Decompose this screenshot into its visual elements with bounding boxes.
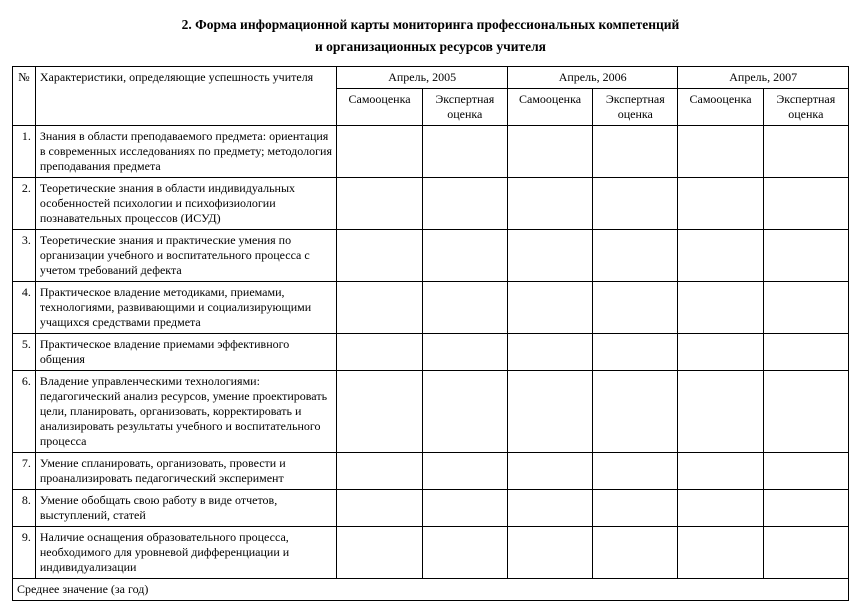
cell-self bbox=[678, 453, 763, 490]
cell-self bbox=[678, 490, 763, 527]
col-header-self-3: Самооценка bbox=[678, 89, 763, 126]
cell-expert bbox=[763, 490, 848, 527]
cell-expert bbox=[422, 126, 507, 178]
cell-expert bbox=[593, 230, 678, 282]
row-number: 3. bbox=[13, 230, 36, 282]
cell-expert bbox=[593, 334, 678, 371]
cell-self bbox=[678, 126, 763, 178]
col-header-expert-2: Экспертная оценка bbox=[593, 89, 678, 126]
cell-expert bbox=[593, 490, 678, 527]
col-header-expert-3: Экспертная оценка bbox=[763, 89, 848, 126]
row-number: 4. bbox=[13, 282, 36, 334]
cell-self bbox=[678, 371, 763, 453]
table-row: 5.Практическое владение приемами эффекти… bbox=[13, 334, 849, 371]
doc-title-line1: 2. Форма информационной карты мониторинг… bbox=[12, 16, 849, 34]
col-header-period-2: Апрель, 2006 bbox=[507, 67, 678, 89]
table-row: 9. Наличие оснащения образовательного пр… bbox=[13, 527, 849, 579]
cell-expert bbox=[593, 282, 678, 334]
cell-self bbox=[507, 230, 592, 282]
row-characteristic: Знания в области преподаваемого предмета… bbox=[35, 126, 337, 178]
cell-expert bbox=[593, 453, 678, 490]
row-number: 1. bbox=[13, 126, 36, 178]
row-characteristic: Умение обобщать свою работу в виде отчет… bbox=[35, 490, 337, 527]
cell-self bbox=[337, 178, 422, 230]
table-row: 1.Знания в области преподаваемого предме… bbox=[13, 126, 849, 178]
cell-self bbox=[507, 178, 592, 230]
cell-expert bbox=[763, 282, 848, 334]
cell-expert bbox=[763, 334, 848, 371]
table-header-row-1: № Характеристики, определяющие успешност… bbox=[13, 67, 849, 89]
cell-expert bbox=[422, 230, 507, 282]
row-number: 6. bbox=[13, 371, 36, 453]
row-characteristic: Владение управленческими технологиями: п… bbox=[35, 371, 337, 453]
col-header-expert-1: Экспертная оценка bbox=[422, 89, 507, 126]
table-row: 7.Умение спланировать, организовать, про… bbox=[13, 453, 849, 490]
row-characteristic: Практическое владение методиками, приема… bbox=[35, 282, 337, 334]
cell-expert bbox=[422, 282, 507, 334]
cell-self bbox=[507, 282, 592, 334]
row-characteristic: Умение спланировать, организовать, прове… bbox=[35, 453, 337, 490]
row-characteristic: Практическое владение приемами эффективн… bbox=[35, 334, 337, 371]
monitoring-table: № Характеристики, определяющие успешност… bbox=[12, 66, 849, 601]
row-number: 7. bbox=[13, 453, 36, 490]
cell-self bbox=[507, 527, 592, 579]
col-header-characteristics: Характеристики, определяющие успешность … bbox=[35, 67, 337, 126]
row-number: 9. bbox=[13, 527, 36, 579]
doc-title-line2: и организационных ресурсов учителя bbox=[12, 38, 849, 56]
cell-expert bbox=[763, 371, 848, 453]
cell-self bbox=[337, 490, 422, 527]
cell-expert bbox=[763, 178, 848, 230]
cell-expert bbox=[593, 371, 678, 453]
col-header-self-1: Самооценка bbox=[337, 89, 422, 126]
row-characteristic: Наличие оснащения образовательного проце… bbox=[35, 527, 337, 579]
table-footer-row: Среднее значение (за год) bbox=[13, 579, 849, 601]
cell-self bbox=[507, 453, 592, 490]
cell-self bbox=[507, 490, 592, 527]
table-row: 3.Теоретические знания и практические ум… bbox=[13, 230, 849, 282]
cell-expert bbox=[422, 490, 507, 527]
cell-self bbox=[507, 126, 592, 178]
row-number: 2. bbox=[13, 178, 36, 230]
cell-expert bbox=[593, 126, 678, 178]
footer-average: Среднее значение (за год) bbox=[13, 579, 849, 601]
cell-self bbox=[337, 230, 422, 282]
cell-self bbox=[337, 453, 422, 490]
cell-expert bbox=[422, 371, 507, 453]
cell-expert bbox=[763, 527, 848, 579]
cell-self bbox=[337, 371, 422, 453]
table-body: 1.Знания в области преподаваемого предме… bbox=[13, 126, 849, 579]
cell-self bbox=[337, 334, 422, 371]
row-characteristic: Теоретические знания в области индивидуа… bbox=[35, 178, 337, 230]
cell-self bbox=[678, 282, 763, 334]
col-header-num: № bbox=[13, 67, 36, 126]
cell-expert bbox=[763, 230, 848, 282]
cell-self bbox=[678, 178, 763, 230]
table-row: 2.Теоретические знания в области индивид… bbox=[13, 178, 849, 230]
row-number: 8. bbox=[13, 490, 36, 527]
cell-self bbox=[678, 527, 763, 579]
cell-expert bbox=[593, 527, 678, 579]
col-header-period-3: Апрель, 2007 bbox=[678, 67, 849, 89]
cell-expert bbox=[422, 527, 507, 579]
cell-self bbox=[507, 334, 592, 371]
table-row: 8.Умение обобщать свою работу в виде отч… bbox=[13, 490, 849, 527]
cell-expert bbox=[763, 453, 848, 490]
row-number: 5. bbox=[13, 334, 36, 371]
cell-expert bbox=[763, 126, 848, 178]
cell-expert bbox=[593, 178, 678, 230]
col-header-period-1: Апрель, 2005 bbox=[337, 67, 508, 89]
cell-expert bbox=[422, 178, 507, 230]
col-header-self-2: Самооценка bbox=[507, 89, 592, 126]
cell-expert bbox=[422, 453, 507, 490]
table-row: 6.Владение управленческими технологиями:… bbox=[13, 371, 849, 453]
cell-self bbox=[678, 334, 763, 371]
cell-self bbox=[678, 230, 763, 282]
row-characteristic: Теоретические знания и практические умен… bbox=[35, 230, 337, 282]
table-row: 4.Практическое владение методиками, прие… bbox=[13, 282, 849, 334]
cell-self bbox=[337, 126, 422, 178]
cell-self bbox=[507, 371, 592, 453]
cell-expert bbox=[422, 334, 507, 371]
cell-self bbox=[337, 282, 422, 334]
cell-self bbox=[337, 527, 422, 579]
